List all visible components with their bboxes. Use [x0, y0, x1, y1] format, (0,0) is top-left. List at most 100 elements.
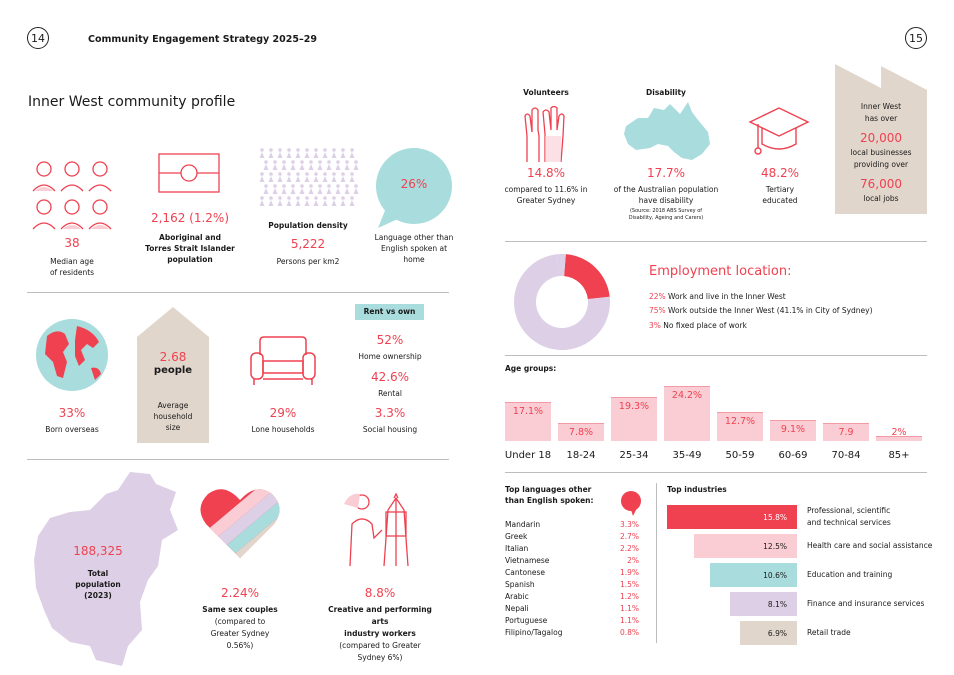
languages-title: Top languages other than English spoken: [505, 485, 594, 505]
person-figure [322, 172, 328, 182]
aboriginal-flag-icon [158, 153, 220, 193]
person-figure [304, 172, 310, 182]
employment-item: 75% Work outside the Inner West (41.1% i… [649, 306, 873, 315]
language-row: Arabic 1.2% [505, 592, 639, 604]
lone-households-label: Lone households [251, 425, 315, 434]
age-bar-category: 18-24 [566, 450, 596, 461]
person-figure [331, 148, 337, 158]
household-value: 2.68 [159, 350, 187, 364]
divider [505, 355, 927, 356]
language-pct: 1.9% [619, 568, 639, 577]
industry-name: Education and training [807, 570, 893, 579]
rental-label: Rental [378, 389, 402, 398]
person-figure [344, 160, 350, 170]
language-pct: 1.1% [619, 616, 639, 625]
language-name: Arabic [505, 592, 529, 601]
factory-shape [835, 64, 927, 214]
age-bar [770, 420, 816, 441]
employment-item: 3% No fixed place of work [649, 321, 747, 330]
age-bar-category: 50-59 [725, 450, 755, 461]
person-figure [295, 148, 301, 158]
age-bar-category: 60-69 [778, 450, 808, 461]
language-value: 26% [400, 177, 428, 191]
age-bar-category: 25-34 [619, 450, 649, 461]
language-pct: 2.2% [619, 544, 639, 553]
person-figure [335, 184, 341, 194]
language-pct: 1.5% [619, 580, 639, 589]
people-icon [32, 161, 112, 230]
tertiary-label: Tertiary educated [762, 185, 798, 205]
population-value: 188,325 [73, 544, 123, 558]
person-figure [326, 160, 332, 170]
person-figure [259, 148, 265, 158]
language-pct: 2% [627, 556, 639, 565]
inner-west-map [34, 472, 178, 666]
language-pct: 0.8% [619, 628, 639, 637]
speech-bubble-icon [621, 491, 641, 516]
person-figure [272, 160, 278, 170]
density-value: 5,222 [290, 237, 326, 251]
person-figure [281, 160, 287, 170]
painter-easel-icon [344, 492, 409, 567]
age-bar-value: 17.1% [512, 406, 544, 418]
person-figure [268, 172, 274, 182]
social-housing-label: Social housing [362, 425, 418, 434]
person-figure [353, 184, 359, 194]
rainbow-heart-icon [200, 489, 280, 559]
person-figure [304, 148, 310, 158]
language-pct: 3.3% [619, 520, 639, 529]
home-ownership-label: Home ownership [358, 352, 422, 361]
person-figure [313, 196, 319, 206]
person-figure [308, 184, 314, 194]
social-housing-value: 3.3% [374, 406, 406, 420]
person-figure [317, 184, 323, 194]
language-name: Nepali [505, 604, 529, 613]
language-row: Nepali 1.1% [505, 604, 639, 616]
person-figure [313, 172, 319, 182]
industry-name: Professional, scientific and technical se… [807, 506, 891, 527]
person-figure [308, 160, 314, 170]
born-overseas-value: 33% [58, 406, 86, 420]
age-bar-value: 9.1% [780, 424, 806, 436]
jobs-count: 76,000 [860, 177, 902, 191]
language-name: Greek [505, 532, 528, 541]
age-bar [664, 386, 710, 441]
person-figure [263, 184, 269, 194]
age-bar [823, 423, 869, 441]
volunteers-title: Volunteers [523, 88, 569, 97]
age-bar-value: 7.9 [838, 427, 854, 438]
density-title: Population density [268, 221, 348, 230]
rental-value: 42.6% [370, 370, 410, 384]
house-shape [137, 307, 209, 443]
business-block: Inner West has over 20,000 local busines… [835, 101, 927, 205]
divider [505, 241, 927, 242]
person-figure [299, 184, 305, 194]
person-figure [286, 148, 292, 158]
age-bar [505, 402, 551, 441]
raised-hands-icon [524, 106, 565, 162]
language-name: Cantonese [505, 568, 546, 577]
age-bar-category: 70-84 [831, 450, 861, 461]
median-age-value: 38 [64, 236, 80, 250]
language-name: Mandarin [505, 520, 541, 529]
industry-bar: 15.8% [667, 505, 797, 529]
language-name: Filipino/Tagalog [505, 628, 563, 637]
age-groups-title: Age groups: [505, 364, 557, 373]
language-row: Mandarin 3.3% [505, 520, 639, 532]
industries-title: Top industries [667, 485, 727, 494]
person-figure [349, 148, 355, 158]
age-bar-value: 24.2% [671, 390, 703, 401]
age-bar-category: 35-49 [672, 450, 702, 461]
same-sex-value: 2.24% [220, 586, 260, 600]
rent-vs-own-badge: Rent vs own [355, 304, 424, 320]
person-figure [272, 184, 278, 194]
person-figure [295, 172, 301, 182]
language-name: Italian [505, 544, 529, 553]
same-sex-label: Same sex couples (compared to Greater Sydn… [202, 605, 278, 650]
armchair-icon [250, 336, 316, 385]
creative-value: 8.8% [364, 586, 396, 600]
person-figure [290, 160, 296, 170]
language-pct: 2.7% [619, 532, 639, 541]
person-figure [277, 148, 283, 158]
language-row: Portuguese 1.1% [505, 616, 639, 628]
